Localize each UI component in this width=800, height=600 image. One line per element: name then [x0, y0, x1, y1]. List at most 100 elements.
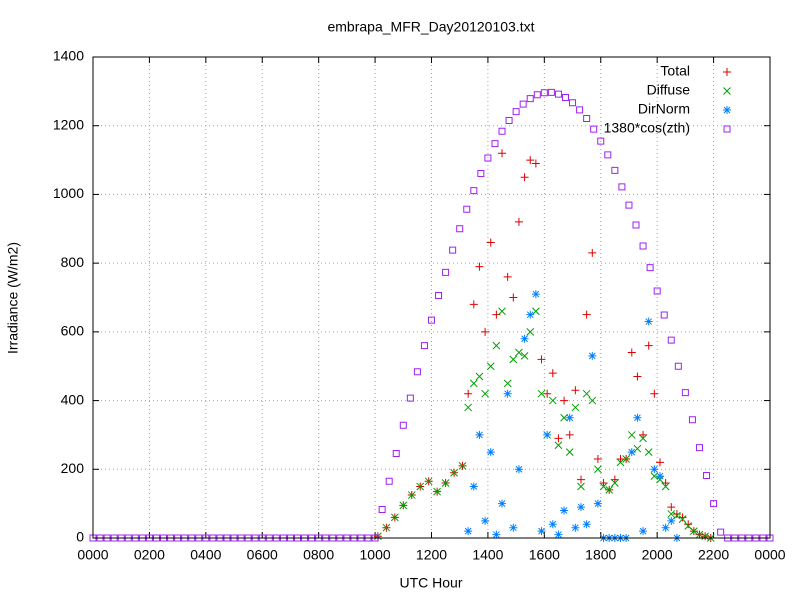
- point: [251, 534, 259, 542]
- point: [371, 534, 379, 542]
- x-tick-label: 2000: [642, 547, 673, 563]
- point: [509, 293, 518, 302]
- point: [667, 510, 676, 518]
- point: [407, 491, 416, 499]
- point: [583, 114, 591, 122]
- point: [498, 499, 507, 508]
- point: [571, 386, 580, 395]
- x-axis-label: UTC Hour: [399, 575, 462, 591]
- legend-label: DirNorm: [638, 101, 690, 117]
- point: [660, 311, 668, 319]
- point: [565, 413, 574, 422]
- point: [533, 91, 541, 99]
- point: [475, 262, 484, 271]
- point: [565, 430, 574, 439]
- legend-label: Diffuse: [647, 82, 691, 98]
- point: [526, 310, 535, 319]
- point: [174, 534, 182, 542]
- point: [464, 403, 473, 412]
- point: [599, 482, 608, 491]
- point: [350, 534, 358, 542]
- point: [644, 317, 653, 326]
- point: [505, 117, 513, 125]
- point: [717, 528, 725, 536]
- point: [503, 272, 512, 281]
- legend-marker: [723, 125, 731, 133]
- point: [766, 534, 774, 542]
- point: [520, 352, 529, 360]
- point: [420, 342, 428, 350]
- point: [653, 287, 661, 295]
- point: [554, 434, 563, 443]
- point: [610, 475, 619, 484]
- point: [594, 465, 602, 474]
- point: [498, 307, 506, 316]
- point: [294, 534, 302, 542]
- point: [424, 477, 433, 486]
- point: [604, 151, 612, 159]
- point: [532, 307, 540, 316]
- point: [611, 479, 619, 487]
- point: [486, 238, 495, 247]
- point: [475, 430, 484, 439]
- series: [89, 88, 774, 542]
- point: [152, 534, 160, 542]
- point: [582, 389, 591, 398]
- point: [390, 513, 399, 522]
- point: [547, 88, 555, 96]
- point: [678, 513, 687, 522]
- point: [627, 348, 636, 357]
- point: [481, 516, 490, 525]
- point: [469, 300, 478, 309]
- point: [537, 355, 546, 364]
- point: [514, 465, 523, 474]
- point: [526, 328, 535, 336]
- point: [703, 471, 711, 479]
- point: [406, 394, 414, 402]
- point: [223, 534, 231, 542]
- point: [385, 477, 393, 485]
- x-tick-label: 0000: [754, 547, 785, 563]
- point: [498, 149, 507, 158]
- point: [463, 205, 471, 213]
- point: [308, 534, 316, 542]
- y-tick-label: 200: [61, 460, 85, 476]
- point: [315, 534, 323, 542]
- point: [435, 291, 443, 299]
- y-tick-label: 1000: [53, 185, 84, 201]
- point: [695, 444, 703, 452]
- point: [571, 523, 580, 532]
- point: [450, 468, 458, 477]
- point: [625, 201, 633, 209]
- point: [131, 534, 139, 542]
- y-tick-label: 1200: [53, 116, 84, 132]
- point: [731, 534, 739, 542]
- point: [515, 348, 523, 357]
- point: [605, 486, 614, 494]
- point: [433, 487, 441, 496]
- point: [378, 505, 386, 513]
- point: [597, 137, 605, 145]
- point: [279, 534, 287, 542]
- plot-frame: [92, 56, 771, 539]
- legend-marker: [723, 68, 731, 76]
- point: [399, 421, 407, 429]
- point: [577, 475, 586, 484]
- point: [428, 316, 435, 324]
- point: [548, 520, 557, 529]
- point: [329, 534, 337, 542]
- point: [486, 448, 495, 457]
- point: [618, 183, 626, 191]
- point: [442, 268, 450, 276]
- point: [491, 140, 499, 148]
- x-tick-label: 1800: [585, 547, 616, 563]
- point: [582, 520, 591, 529]
- point: [167, 534, 175, 542]
- point: [673, 511, 681, 520]
- y-axis-label: Irradiance (W/m2): [5, 242, 21, 354]
- point: [639, 434, 647, 443]
- point: [364, 534, 372, 542]
- point: [655, 458, 664, 467]
- x-tick-label: 0400: [190, 547, 221, 563]
